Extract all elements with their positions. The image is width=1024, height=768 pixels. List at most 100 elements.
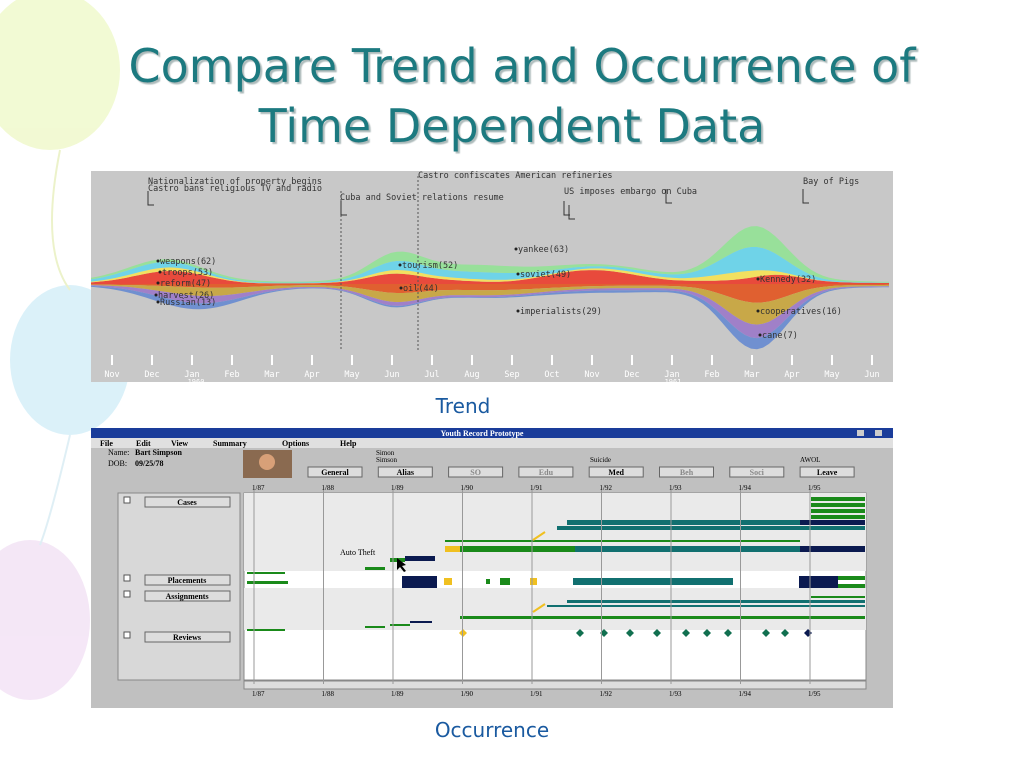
occurrence-bars: [247, 497, 865, 637]
date-label: 1/92: [600, 484, 613, 492]
stream-label: weapons(62): [160, 257, 216, 267]
date-label: 1/87: [252, 690, 265, 698]
tab-button[interactable]: [448, 466, 504, 478]
window-button[interactable]: [857, 430, 864, 436]
scrollbar[interactable]: [243, 680, 867, 690]
date-label: 1/88: [322, 690, 335, 698]
window-button[interactable]: [875, 430, 882, 436]
marker: [781, 629, 789, 637]
tab-label[interactable]: Leave: [817, 468, 838, 477]
row-band: [244, 588, 866, 630]
stream-label: harvest(26): [158, 291, 214, 301]
event-marker: [563, 201, 570, 216]
menu-item[interactable]: Edit: [136, 439, 151, 448]
checkbox[interactable]: [123, 590, 131, 598]
tab-label[interactable]: Beh: [680, 468, 694, 477]
tab-label[interactable]: Alias: [397, 468, 414, 477]
stream-dot: [154, 293, 158, 297]
tab-label[interactable]: Edu: [539, 468, 554, 477]
event-marker: [340, 201, 347, 216]
tab-note: Simon: [376, 449, 395, 457]
year-label: 1960: [188, 378, 205, 386]
stream-dot: [756, 309, 760, 313]
checkbox[interactable]: [123, 496, 131, 504]
row-button[interactable]: [144, 496, 231, 508]
month-label: Jun: [864, 370, 879, 380]
menu-bar: [91, 438, 893, 448]
stream-layer: [91, 267, 889, 284]
tab-button[interactable]: [729, 466, 785, 478]
bar: [460, 616, 865, 619]
row-label[interactable]: Assignments: [165, 592, 208, 601]
marker: [653, 629, 661, 637]
streamgraph: [91, 226, 889, 350]
tab-label[interactable]: General: [321, 468, 349, 477]
menu-item[interactable]: Options: [282, 439, 309, 448]
caption: Trend: [435, 394, 491, 418]
stream-label: cane(7): [762, 331, 798, 341]
stream-layer: [91, 284, 889, 303]
month-label: Sep: [504, 370, 519, 380]
month-label: Mar: [744, 370, 759, 380]
row-button[interactable]: [144, 574, 231, 586]
month-label: Dec: [144, 370, 159, 380]
row-button[interactable]: [144, 631, 231, 643]
date-label: 1/94: [739, 690, 752, 698]
event-marker: [802, 189, 809, 204]
tab-label[interactable]: Soci: [750, 468, 765, 477]
dob-value: 09/25/78: [135, 459, 163, 468]
stream-dot: [758, 333, 762, 337]
caption: Occurrence: [435, 718, 549, 742]
stream-dot: [514, 247, 518, 251]
event-label: Nationalization of property begins: [148, 177, 322, 187]
marker: [576, 629, 584, 637]
row-label[interactable]: Placements: [168, 576, 207, 585]
row-label[interactable]: Cases: [177, 498, 197, 507]
tab-button[interactable]: [659, 466, 714, 478]
month-label: Feb: [704, 370, 719, 380]
menu-item[interactable]: Summary: [213, 439, 247, 448]
stream-layer: [91, 247, 889, 284]
month-label: May: [824, 370, 839, 380]
bar: [567, 520, 800, 525]
event-label: Bay of Pigs: [803, 177, 859, 187]
menu-item[interactable]: View: [171, 439, 188, 448]
tab-button[interactable]: [799, 466, 855, 478]
bar: [800, 546, 865, 552]
stream-dot: [398, 263, 402, 267]
tab-label[interactable]: Med: [608, 468, 624, 477]
tab-label[interactable]: SO: [470, 468, 481, 477]
menu-item[interactable]: Help: [340, 439, 357, 448]
bar: [557, 526, 865, 530]
tab-button[interactable]: [588, 466, 644, 478]
bar: [365, 626, 385, 628]
row-button[interactable]: [144, 590, 231, 602]
bar: [445, 540, 800, 542]
stream-label: troops(53): [162, 268, 213, 278]
bar: [444, 578, 452, 585]
event-marker: [568, 205, 575, 220]
event-label: Cuba and Soviet relations resume: [340, 193, 504, 203]
dob-label: DOB:: [108, 459, 127, 468]
window-title: Youth Record Prototype: [441, 429, 524, 438]
tab-button[interactable]: [307, 466, 363, 478]
bar: [547, 605, 865, 607]
marker: [626, 629, 634, 637]
bar: [800, 520, 865, 525]
tab-button[interactable]: [377, 466, 433, 478]
row-label[interactable]: Reviews: [173, 633, 201, 642]
tab-button[interactable]: [518, 466, 574, 478]
stream-dot: [516, 309, 520, 313]
bar: [811, 497, 865, 501]
month-label: Oct: [544, 370, 559, 380]
row-band: [244, 493, 866, 571]
marker: [532, 603, 546, 613]
checkbox[interactable]: [123, 574, 131, 582]
event-marker: [147, 191, 154, 206]
event-label: US imposes embargo on Cuba: [564, 187, 697, 197]
checkbox[interactable]: [123, 631, 131, 639]
event-label: Castro bans religious TV and radio: [148, 184, 322, 194]
date-label: 1/95: [808, 484, 821, 492]
month-label: May: [344, 370, 359, 380]
menu-item[interactable]: File: [100, 439, 113, 448]
